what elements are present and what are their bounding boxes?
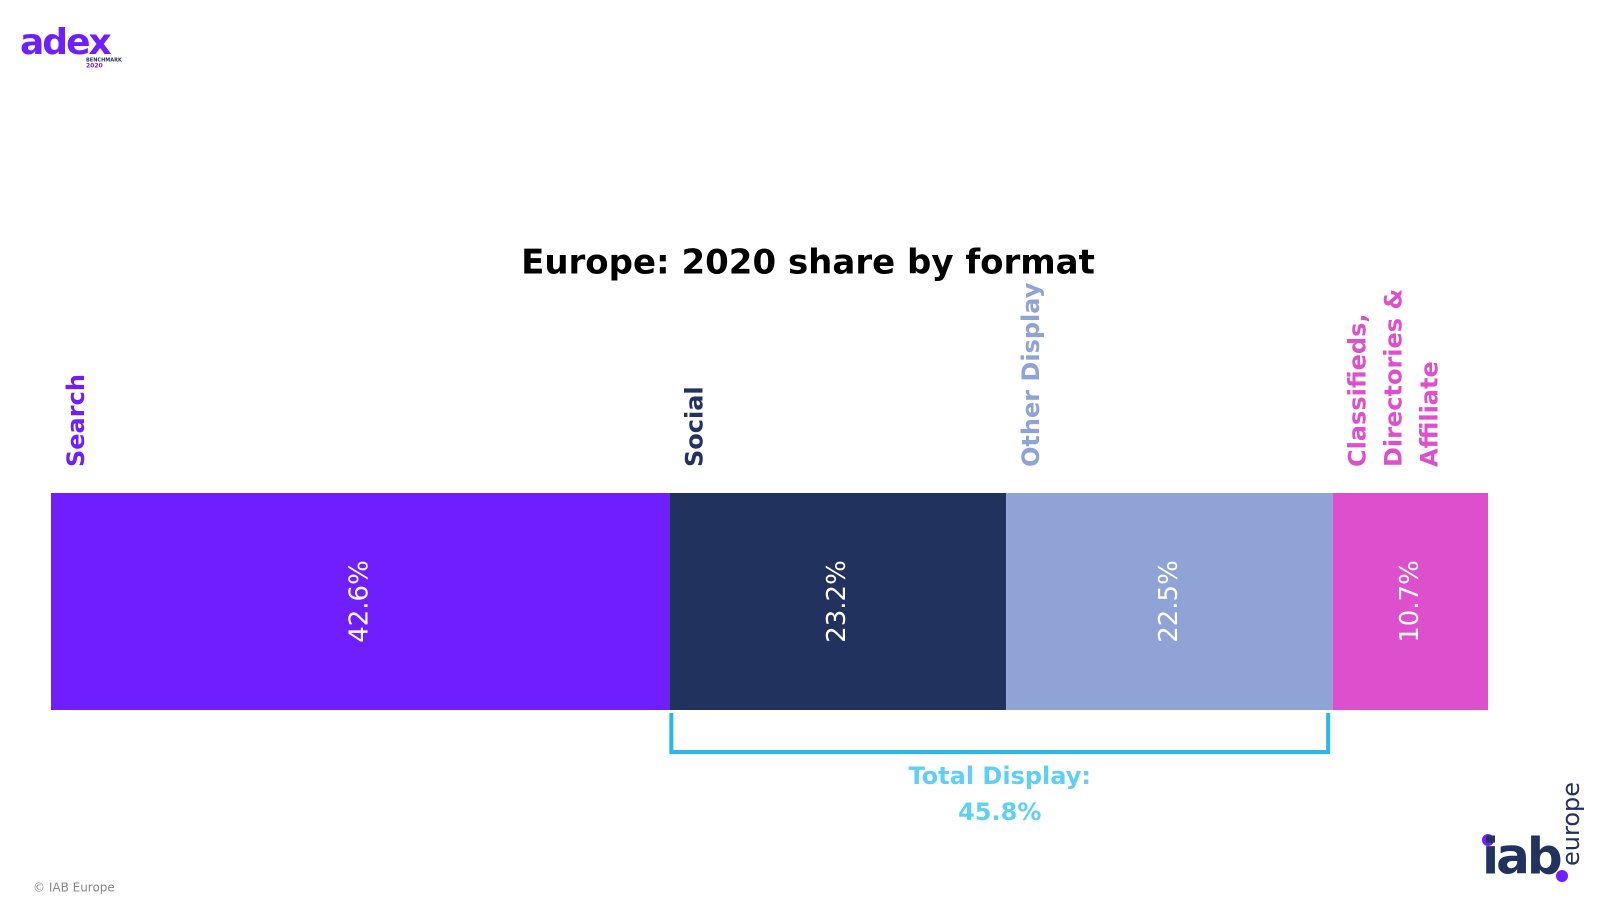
logo-sub: BENCHMARK [86, 58, 123, 64]
annotation-text: Total Display: [909, 762, 1091, 790]
brand-dot [1556, 870, 1568, 882]
annotation-value: 45.8% [958, 798, 1041, 826]
bar-segment [51, 493, 670, 710]
value-label: 42.6% [345, 560, 375, 643]
footer: © IAB Europe [33, 881, 115, 895]
value-label: 10.7% [1395, 560, 1425, 643]
logo-year: 2020 [86, 63, 103, 70]
legend-label: Classifieds, Directories & Affiliate [1344, 280, 1444, 467]
bar-segment [1006, 493, 1333, 710]
value-label: 22.5% [1154, 560, 1184, 643]
value-label: 23.2% [822, 560, 852, 643]
legend-label: Search [62, 374, 90, 467]
brand-dot [1482, 834, 1494, 846]
logo-name: adex [20, 22, 111, 63]
legend-label: Social [680, 386, 708, 467]
legend-label: Other Display [1017, 282, 1045, 467]
bar-segment [1332, 493, 1488, 710]
bracket [669, 713, 1331, 754]
brand-region: europe [1557, 782, 1585, 866]
chart-title: Europe: 2020 share by format [521, 243, 1095, 283]
bar-segment [669, 493, 1007, 710]
brand-name: iab [1482, 828, 1561, 886]
